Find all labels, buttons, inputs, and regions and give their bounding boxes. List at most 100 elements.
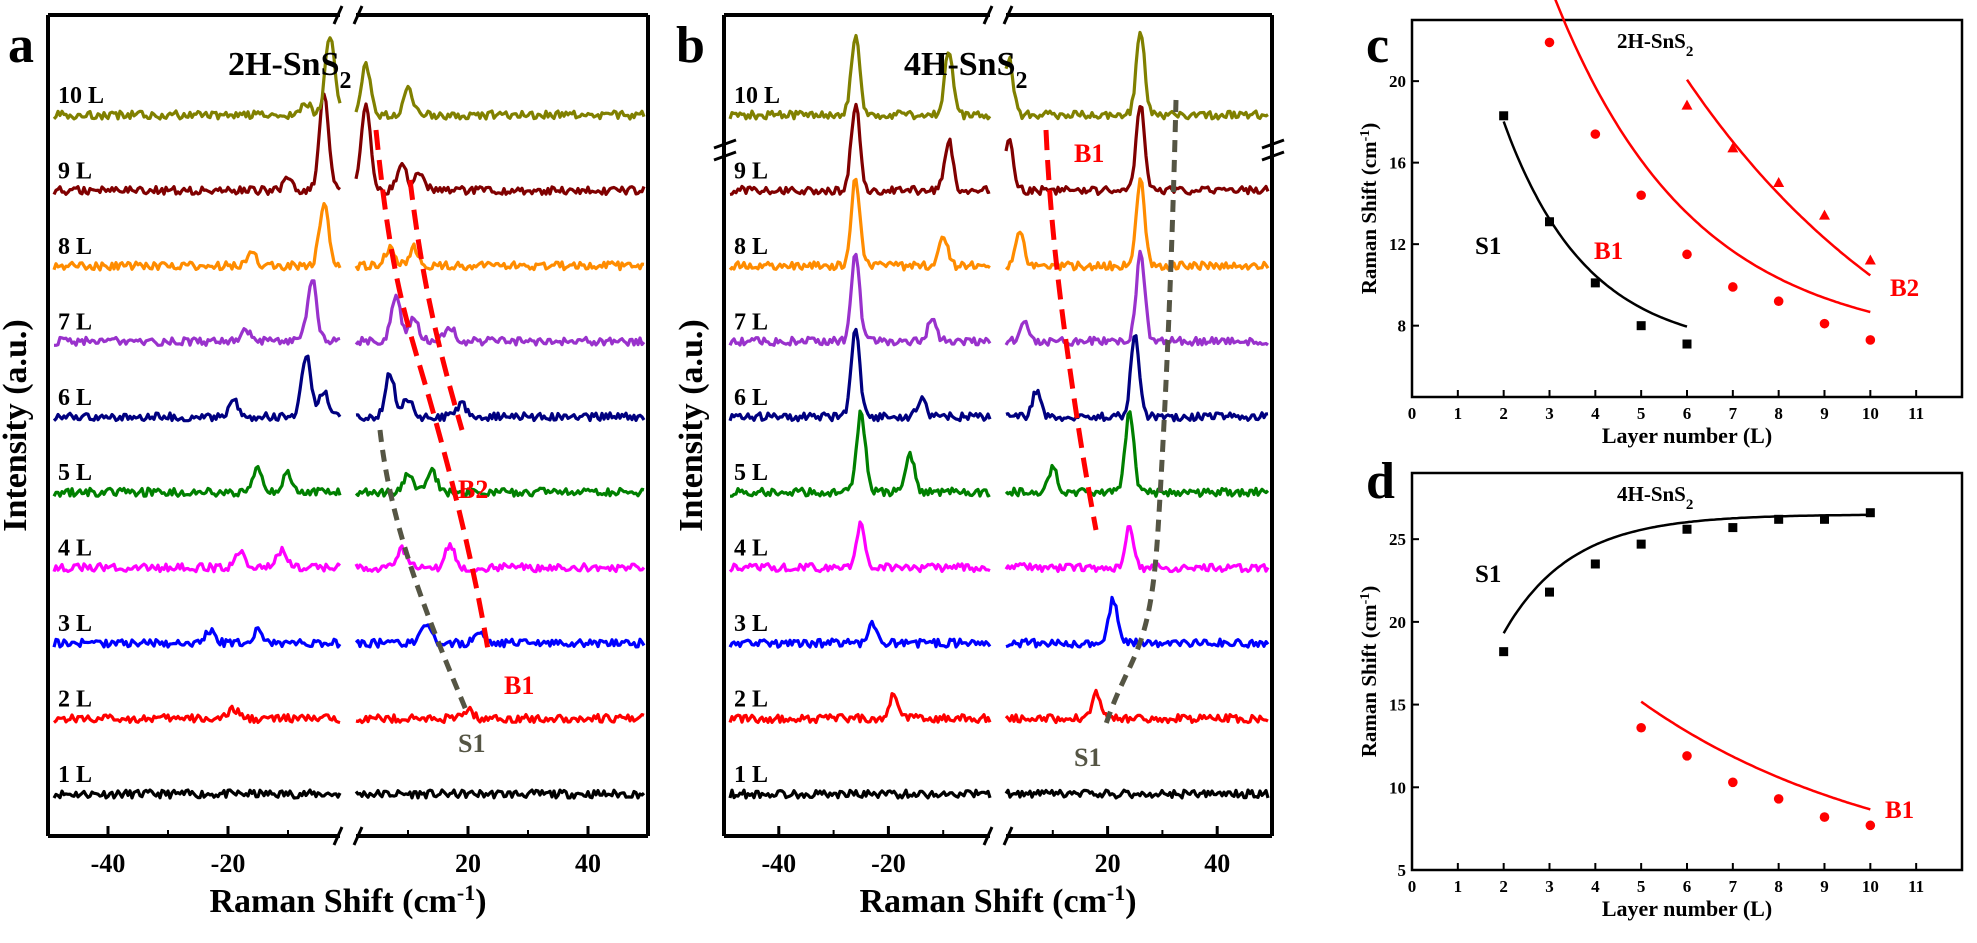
x-tick-label: 5 xyxy=(1637,404,1646,423)
b1-trend-line xyxy=(373,129,491,651)
spectrum-b-6-right xyxy=(1004,249,1269,347)
spectrum-b-9-left xyxy=(728,33,992,121)
y-tick-label: 5 xyxy=(1398,861,1407,880)
spectrum-b-8-right xyxy=(1004,105,1270,196)
x-tick-label: 0 xyxy=(1408,404,1417,423)
y-axis-label: Intensity (a.u.) xyxy=(0,319,34,532)
spectrum-a-7-left xyxy=(52,202,342,272)
data-point xyxy=(1727,142,1739,153)
data-point xyxy=(1773,296,1784,307)
spectrum-b-4-left xyxy=(730,409,991,498)
data-point xyxy=(1499,647,1509,657)
spectrum-b-5-right xyxy=(1005,334,1269,423)
y-tick-label: 20 xyxy=(1389,72,1406,91)
layer-label: 2 L xyxy=(58,687,92,713)
layer-label: 9 L xyxy=(734,158,768,184)
spectrum-a-0-right xyxy=(354,788,646,800)
data-point xyxy=(1819,812,1830,822)
data-point xyxy=(1682,524,1692,534)
layer-label: 8 L xyxy=(734,234,768,260)
panel-a: 1 L 2 L 3 L 4 L 5 L 6 L 7 L 8 L 9 L 10 L -40 -20 20 4… xyxy=(0,5,650,920)
panel-d: 0 1 2 3 4 5 6 7 8 9 10 11 5 10 15 20 25 Layer number (L) R… xyxy=(1357,471,1964,921)
layer-label: 5 L xyxy=(734,460,768,486)
data-point xyxy=(1636,321,1646,331)
spectrum-a-6-left xyxy=(54,279,341,347)
data-point xyxy=(1728,282,1738,292)
b2-trend-line xyxy=(407,179,465,431)
plot-frame xyxy=(722,13,1274,838)
layer-label: 2 L xyxy=(734,687,768,713)
x-tick-label: 8 xyxy=(1774,877,1783,896)
spectrum-b-1-right xyxy=(1004,688,1269,725)
data-point xyxy=(1773,177,1785,188)
fit-curve-B1 xyxy=(1640,700,1871,811)
x-tick-label: 10 xyxy=(1862,877,1879,896)
data-point xyxy=(1636,539,1646,549)
data-point xyxy=(1865,335,1876,345)
x-tick-label: 10 xyxy=(1862,404,1879,423)
series-label-S1: S1 xyxy=(1475,233,1501,260)
x-tick-label: 7 xyxy=(1729,877,1738,896)
panel-letter-c: c xyxy=(1366,17,1389,74)
y-break-mark xyxy=(713,138,737,162)
axis-break-mark xyxy=(982,5,1014,25)
series-label-B1: B1 xyxy=(1594,238,1623,265)
y-tick-label: 8 xyxy=(1398,317,1407,336)
data-point xyxy=(1499,111,1509,121)
spectrum-a-1-left xyxy=(53,704,341,725)
axis-break-mark xyxy=(332,826,364,846)
data-point xyxy=(1820,514,1829,524)
x-tick-label: 6 xyxy=(1683,404,1692,423)
y-tick-label: 10 xyxy=(1389,778,1406,797)
x-tick-label: 0 xyxy=(1408,877,1417,896)
s1-label: S1 xyxy=(1074,743,1101,772)
spectrum-a-8-right xyxy=(354,102,646,196)
data-point xyxy=(1865,820,1876,831)
s1-trend-line xyxy=(1101,99,1179,731)
panel-letter-a: a xyxy=(8,17,34,74)
b2-label: B2 xyxy=(458,475,488,504)
plot-frame xyxy=(46,13,650,838)
y-break-mark xyxy=(1261,138,1285,162)
spectrum-a-3-right xyxy=(354,542,646,574)
spectrum-a-3-left xyxy=(52,545,342,574)
fit-curve-B1 xyxy=(1554,0,1871,314)
x-tick-label: 8 xyxy=(1774,404,1783,423)
x-tick-label: 1 xyxy=(1454,877,1463,896)
data-point xyxy=(1636,190,1646,201)
spectrum-b-1-left xyxy=(728,692,992,725)
x-tick-label: -20 xyxy=(871,849,906,878)
series-label-B1: B1 xyxy=(1885,797,1914,824)
x-tick-label: 4 xyxy=(1591,877,1600,896)
x-tick-label: 9 xyxy=(1820,404,1829,423)
series-label-S1: S1 xyxy=(1475,561,1501,588)
series-label-B2: B2 xyxy=(1890,275,1919,302)
fit-curve-S1 xyxy=(1502,513,1871,634)
layer-label: 1 L xyxy=(58,762,92,788)
data-point xyxy=(1544,37,1555,48)
data-point xyxy=(1681,99,1693,110)
y-tick-label: 16 xyxy=(1389,154,1406,173)
s1-label: S1 xyxy=(458,729,485,758)
spectrum-b-8-left xyxy=(729,102,991,196)
panel-title: 4H-SnS2 xyxy=(1617,482,1693,513)
layer-label: 8 L xyxy=(58,234,92,260)
x-tick-label: 6 xyxy=(1683,877,1692,896)
layer-label: 7 L xyxy=(58,309,92,335)
x-tick-label: 40 xyxy=(1204,849,1230,878)
y-tick-label: 12 xyxy=(1389,235,1406,254)
data-point xyxy=(1590,559,1600,569)
x-tick-label: 1 xyxy=(1454,404,1463,423)
x-tick-label: -20 xyxy=(211,849,246,878)
b1-label: B1 xyxy=(504,671,534,700)
data-point xyxy=(1590,278,1600,288)
layer-label: 1 L xyxy=(734,762,768,788)
y-tick-label: 20 xyxy=(1389,613,1406,632)
spectrum-b-3-right xyxy=(1004,525,1270,574)
y-axis-label: Raman Shift (cm-1) xyxy=(1357,586,1381,758)
spectrum-b-3-left xyxy=(728,520,991,574)
x-axis-label: Raman Shift (cm-1) xyxy=(859,880,1136,921)
panel-title: 2H-SnS2 xyxy=(228,46,352,94)
spectrum-a-2-right xyxy=(354,623,646,649)
